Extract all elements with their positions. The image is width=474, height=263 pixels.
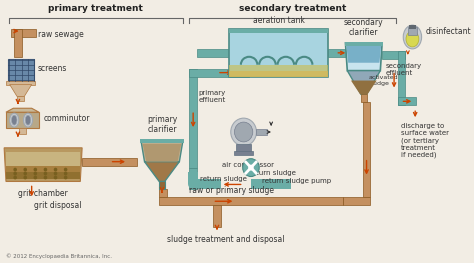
Bar <box>345 42 383 46</box>
Bar <box>140 139 184 143</box>
Text: grit disposal: grit disposal <box>34 201 81 210</box>
Polygon shape <box>143 144 181 162</box>
Bar <box>229 29 328 77</box>
Bar <box>19 128 26 134</box>
Bar <box>6 152 80 166</box>
Circle shape <box>64 172 67 175</box>
Text: secondary
effluent: secondary effluent <box>386 63 422 76</box>
Text: © 2012 Encyclopaedia Britannica, Inc.: © 2012 Encyclopaedia Britannica, Inc. <box>6 253 112 259</box>
Ellipse shape <box>9 113 19 127</box>
Circle shape <box>55 176 56 179</box>
Ellipse shape <box>23 113 33 127</box>
Text: secondary treatment: secondary treatment <box>238 4 346 13</box>
Text: primary
effluent: primary effluent <box>199 90 226 103</box>
Bar <box>190 69 249 77</box>
Text: comminutor: comminutor <box>44 114 90 123</box>
Text: disinfectant: disinfectant <box>425 27 471 36</box>
Bar <box>6 171 80 179</box>
Text: return sludge: return sludge <box>249 170 296 176</box>
Bar <box>363 102 370 197</box>
Bar <box>159 189 166 197</box>
Ellipse shape <box>11 115 17 125</box>
Polygon shape <box>346 45 381 63</box>
Bar <box>190 168 197 189</box>
Text: raw sewage: raw sewage <box>38 29 84 39</box>
Circle shape <box>45 176 46 179</box>
Polygon shape <box>6 112 39 128</box>
Bar <box>256 129 267 135</box>
Text: primary treatment: primary treatment <box>48 4 143 13</box>
Bar <box>408 27 417 35</box>
Bar <box>14 29 22 57</box>
Bar <box>190 69 197 168</box>
Circle shape <box>248 165 254 171</box>
Circle shape <box>45 168 46 171</box>
Text: screens: screens <box>37 64 66 73</box>
Bar <box>6 80 36 84</box>
Circle shape <box>64 176 67 179</box>
Ellipse shape <box>406 31 419 47</box>
Circle shape <box>24 172 27 175</box>
Bar <box>10 29 36 37</box>
Bar <box>409 25 416 29</box>
Circle shape <box>34 172 36 175</box>
Text: grit chamber: grit chamber <box>18 189 68 198</box>
Ellipse shape <box>403 25 421 49</box>
Circle shape <box>55 172 56 175</box>
Circle shape <box>45 172 46 175</box>
Circle shape <box>14 168 16 171</box>
Bar <box>6 166 80 174</box>
Bar <box>382 51 405 59</box>
Bar <box>17 96 24 101</box>
Polygon shape <box>4 148 82 181</box>
Circle shape <box>24 176 27 179</box>
Text: discharge to
surface water
(or tertiary
treatment
if needed): discharge to surface water (or tertiary … <box>401 123 448 158</box>
Polygon shape <box>145 162 179 181</box>
Text: sludge treatment and disposal: sludge treatment and disposal <box>167 235 285 244</box>
Text: secondary
clarifier: secondary clarifier <box>344 18 383 37</box>
Ellipse shape <box>25 115 31 125</box>
Bar <box>328 49 356 57</box>
Bar <box>354 51 356 53</box>
Polygon shape <box>6 108 39 112</box>
Text: return sludge pump: return sludge pump <box>262 178 331 184</box>
Bar <box>213 205 221 227</box>
Circle shape <box>14 172 16 175</box>
Bar <box>229 65 328 77</box>
Bar <box>197 49 229 57</box>
Bar <box>229 29 328 33</box>
Bar <box>8 59 34 80</box>
Text: activated
sludge: activated sludge <box>368 75 398 86</box>
Bar <box>82 158 137 166</box>
Polygon shape <box>351 80 377 94</box>
Text: return sludge: return sludge <box>201 176 247 183</box>
Circle shape <box>243 159 259 176</box>
Bar <box>236 144 251 152</box>
Circle shape <box>34 176 36 179</box>
Polygon shape <box>346 43 382 71</box>
Text: aeration tank: aeration tank <box>253 16 304 25</box>
Circle shape <box>235 122 253 142</box>
Circle shape <box>231 118 256 146</box>
Circle shape <box>24 168 27 171</box>
Text: raw or primary sludge: raw or primary sludge <box>190 186 274 195</box>
Circle shape <box>55 168 56 171</box>
Polygon shape <box>141 140 183 162</box>
Polygon shape <box>347 71 380 94</box>
Polygon shape <box>9 84 32 96</box>
Bar <box>159 197 343 205</box>
Bar <box>361 94 366 102</box>
Text: air compressor: air compressor <box>221 162 273 168</box>
Text: primary
clarifier: primary clarifier <box>147 115 177 134</box>
Circle shape <box>64 168 67 171</box>
Bar <box>398 97 416 105</box>
Bar <box>343 197 370 205</box>
Circle shape <box>14 176 16 179</box>
Bar <box>159 181 164 189</box>
Bar <box>398 51 405 105</box>
Bar <box>229 71 328 77</box>
Bar <box>235 151 253 155</box>
Circle shape <box>34 168 36 171</box>
